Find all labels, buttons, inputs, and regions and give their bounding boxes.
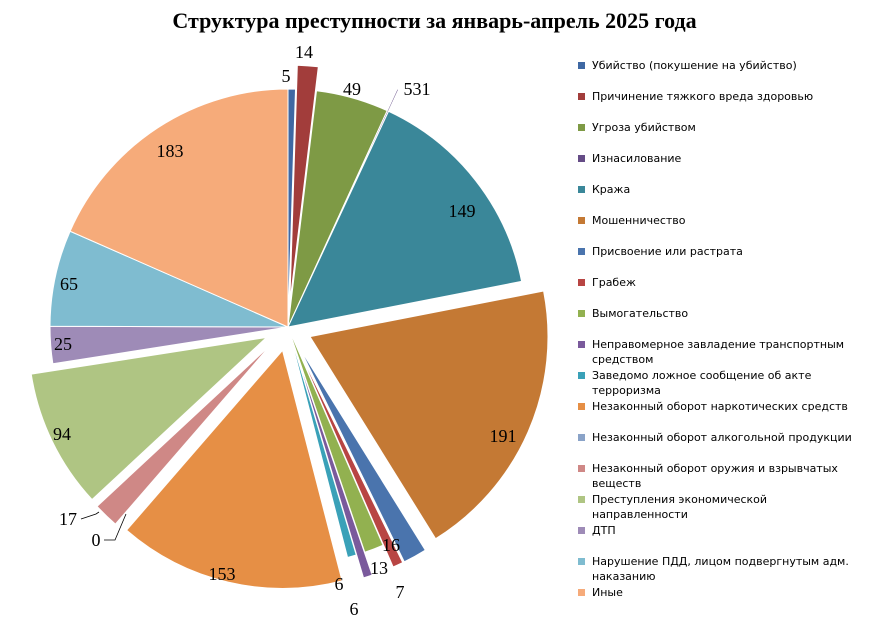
legend-label: Незаконный оборот алкогольной продукции — [592, 431, 852, 444]
legend-swatch — [578, 465, 585, 472]
data-label: 5 — [282, 66, 291, 86]
legend-swatch — [578, 527, 585, 534]
pie-slice — [30, 336, 268, 501]
legend-label: Присвоение или растрата — [592, 245, 743, 258]
legend-label: Грабеж — [592, 276, 636, 289]
legend-label: Вымогательство — [592, 307, 689, 320]
data-labels: 514 49 531 149 191 16 7 13 66 153 0 17 94 25 65 183 — [53, 42, 517, 619]
legend-swatch — [578, 279, 585, 286]
legend-label: Иные — [592, 586, 623, 599]
legend-swatch — [578, 155, 585, 162]
legend-swatch — [578, 558, 585, 565]
pie-slice — [287, 326, 357, 559]
data-label: 191 — [490, 426, 517, 446]
data-label: 25 — [54, 334, 72, 354]
legend-swatch — [578, 589, 585, 596]
data-label: 149 — [449, 201, 476, 221]
legend-label: Мошенничество — [592, 214, 686, 227]
legend-label: Заведомо ложное сообщение об акте террор… — [592, 369, 812, 397]
pie-slice — [69, 88, 289, 328]
legend-swatch — [578, 341, 585, 348]
legend-label: Кража — [592, 183, 631, 196]
legend-swatch — [578, 434, 585, 441]
legend-label: Убийство (покушение на убийство) — [592, 59, 797, 72]
data-label: 65 — [60, 274, 78, 294]
data-label: 14 — [295, 42, 313, 62]
legend-swatch — [578, 248, 585, 255]
legend-swatch — [578, 93, 585, 100]
pie-slice — [96, 343, 272, 525]
data-label: 183 — [157, 141, 184, 161]
legend-swatch — [578, 217, 585, 224]
legend-swatch — [578, 124, 585, 131]
legend-swatch — [578, 496, 585, 503]
legend-label: Незаконный оборот наркотических средств — [592, 400, 848, 413]
pie-slice — [309, 290, 549, 540]
pie-slice — [289, 64, 319, 304]
legend-swatch — [578, 186, 585, 193]
legend-label: Причинение тяжкого вреда здоровью — [592, 90, 814, 103]
data-label: 94 — [53, 424, 71, 444]
pie-slices — [30, 64, 549, 589]
legend-swatch — [578, 310, 585, 317]
data-label: 531 — [404, 79, 431, 99]
legend-label: Угроза убийством — [592, 121, 696, 134]
legend-label: Незаконный оборот оружия и взрывчатых ве… — [592, 462, 838, 490]
data-label: 6 — [335, 574, 344, 594]
data-label: 6 — [350, 599, 359, 619]
legend-swatch — [578, 372, 585, 379]
data-label: 49 — [343, 79, 361, 99]
data-label: 0 — [92, 530, 101, 550]
data-label: 17 — [59, 509, 77, 529]
data-label: 16 — [382, 535, 400, 555]
pie-slice — [125, 349, 343, 589]
chart-title: Структура преступности за январь-апрель … — [172, 8, 697, 33]
legend-label: Нарушение ПДД, лицом подвергнутым адм. н… — [592, 555, 849, 583]
pie-slice — [287, 110, 523, 328]
leader-line — [80, 511, 100, 520]
data-label: 13 — [370, 558, 388, 578]
pie-slice — [299, 347, 426, 563]
legend-label: ДТП — [592, 524, 616, 537]
data-label: 153 — [209, 564, 236, 584]
leader-line — [104, 513, 127, 541]
leader-lines — [80, 511, 127, 541]
legend-swatch — [578, 62, 585, 69]
pie-slice — [294, 349, 373, 579]
legend-swatch — [578, 403, 585, 410]
legend-label: Изнасилование — [592, 152, 682, 165]
pie-slice — [297, 348, 404, 568]
legend-label: Преступления экономической направленност… — [592, 493, 768, 521]
data-label: 7 — [396, 582, 405, 602]
legend-label: Неправомерное завладение транспортным ср… — [592, 338, 845, 366]
